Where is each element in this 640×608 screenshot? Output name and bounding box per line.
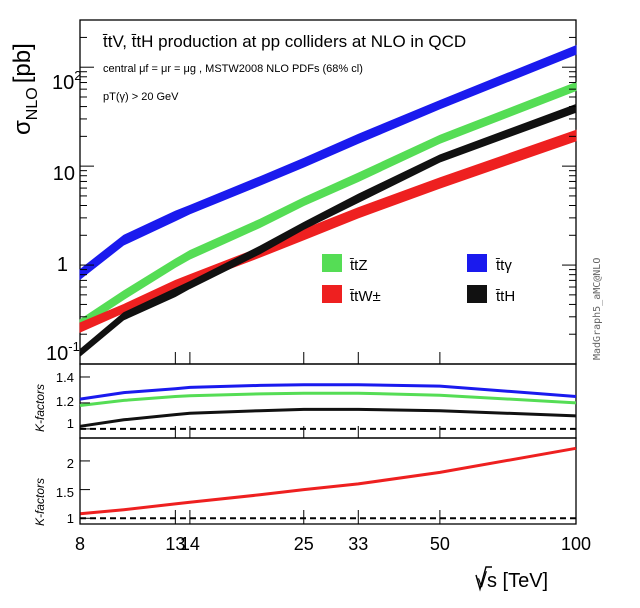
x-tick-label-33: 33 bbox=[348, 534, 368, 554]
k1-tick-label-1.4: 1.4 bbox=[56, 370, 74, 385]
k2-tick-label-2: 2 bbox=[67, 456, 74, 471]
k1-line-1 bbox=[79, 391, 577, 407]
y-tick-label-0.1: 10-1 bbox=[46, 339, 80, 365]
watermark: MadGraph5_aMC@NLO bbox=[592, 258, 603, 360]
legend-swatch-ttgamma bbox=[467, 254, 487, 272]
x-axis-title-text: √s [TeV] bbox=[476, 570, 548, 592]
legend-swatch-ttz bbox=[322, 254, 342, 272]
y-tick-label-100: 102 bbox=[52, 68, 81, 94]
y-axis-title-sigma: σ bbox=[9, 120, 36, 135]
y-tick-label-10: 10 bbox=[53, 163, 75, 185]
x-tick-label-25: 25 bbox=[294, 534, 314, 554]
legend-swatch-ttw bbox=[322, 285, 342, 303]
annotation-pt-cut: pT(γ) > 20 GeV bbox=[103, 91, 179, 103]
k-factor-panel-2-frame bbox=[79, 437, 577, 525]
legend-label-ttgamma: t̄tγ bbox=[495, 257, 512, 274]
k2-line-0 bbox=[79, 446, 577, 516]
x-tick-label-8: 8 bbox=[75, 534, 85, 554]
k1-line-0 bbox=[79, 383, 577, 401]
k2-tick-label-1.5: 1.5 bbox=[56, 485, 74, 500]
chart-title: t̄tV, t̄tH production at pp colliders at… bbox=[102, 32, 466, 51]
legend-swatch-tth bbox=[467, 285, 487, 303]
y-axis-title-unit: [pb] bbox=[9, 43, 36, 83]
legend-label-ttz: t̄tZ bbox=[349, 257, 368, 274]
k1-y-axis-title: K-factors bbox=[33, 384, 47, 432]
k-factor-panel-1-frame bbox=[79, 363, 577, 439]
band-3 bbox=[79, 103, 577, 358]
y-axis-title: σNLO [pb] bbox=[9, 43, 41, 135]
x-tick-label-50: 50 bbox=[430, 534, 450, 554]
y-axis-title-sub: NLO bbox=[24, 87, 41, 120]
band-1 bbox=[79, 81, 577, 330]
legend-label-tth: t̄tH bbox=[495, 288, 515, 305]
k1-tick-label-1.2: 1.2 bbox=[56, 394, 74, 409]
x-tick-label-100: 100 bbox=[561, 534, 591, 554]
legend: t̄tZ t̄tγ t̄tW± t̄tH bbox=[322, 254, 515, 305]
k2-tick-label-1: 1 bbox=[67, 511, 74, 526]
band-0 bbox=[79, 44, 577, 281]
legend-label-ttw: t̄tW± bbox=[349, 288, 381, 305]
k1-line-2 bbox=[79, 407, 577, 428]
x-tick-label-14: 14 bbox=[180, 534, 200, 554]
y-tick-label-1: 1 bbox=[57, 254, 68, 276]
x-axis-title: √s [TeV] bbox=[475, 566, 548, 592]
annotation-scales: central μf = μr = μg , MSTW2008 NLO PDFs… bbox=[103, 63, 363, 75]
x-tick-label-13: 13 bbox=[165, 534, 185, 554]
k1-tick-label-1: 1 bbox=[67, 416, 74, 431]
k2-y-axis-title: K-factors bbox=[33, 478, 47, 526]
svg-text:σNLO[pb]: σNLO [pb] bbox=[9, 43, 41, 135]
